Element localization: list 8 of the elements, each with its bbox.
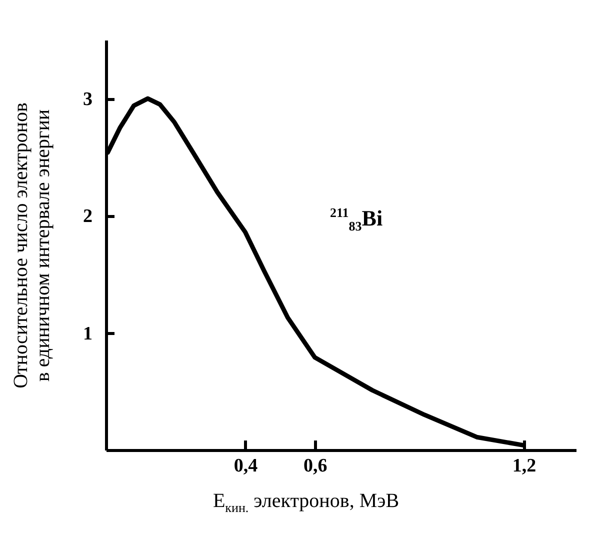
x-tick-label: 1,2 [512,456,536,476]
y-tick-label: 3 [83,89,92,110]
y-tick-label: 2 [83,206,92,228]
y-axis-title: Относительное число электронов в единичном интервале энергии [10,102,54,388]
x-tick-label: 0,6 [304,456,328,476]
y-tick-label: 1 [83,323,92,344]
x-axis-title: E$_{кин.}$ электронов, МэВ [212,490,400,516]
x-tick-label: 0,4 [234,456,258,476]
